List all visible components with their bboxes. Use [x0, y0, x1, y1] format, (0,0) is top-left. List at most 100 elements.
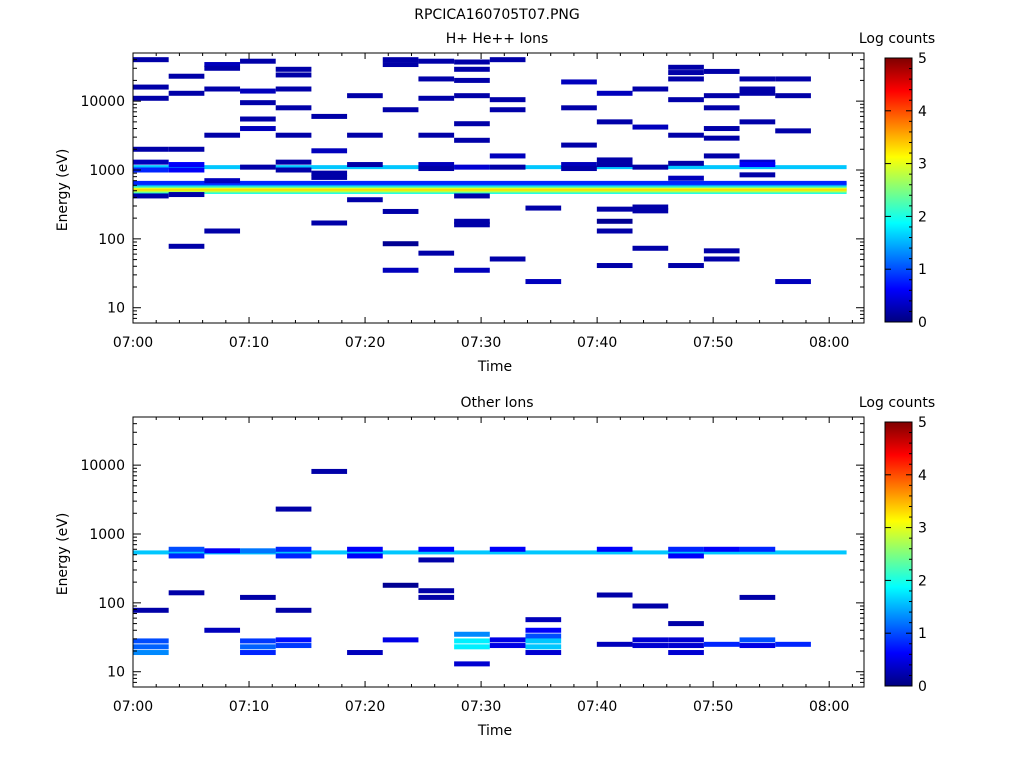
- heatmap-cell: [382, 241, 419, 247]
- heatmap-cell: [489, 256, 526, 262]
- heatmap-cell: [596, 218, 633, 224]
- heatmap-cell: [347, 546, 383, 552]
- x-tick-label: 07:10: [229, 335, 269, 351]
- colorbar: 0 1 2 3 4 5: [884, 415, 927, 695]
- heatmap-cell: [240, 88, 276, 94]
- panel-title: Other Ions: [460, 395, 533, 411]
- heatmap-cell: [275, 643, 312, 649]
- heatmap-cell: [489, 153, 526, 159]
- colorbar-gradient: [884, 421, 913, 687]
- x-tick-label: 08:00: [809, 335, 849, 351]
- heatmap-cell: [632, 643, 669, 649]
- heatmap-cell: [133, 638, 169, 644]
- heatmap-cell: [561, 105, 597, 111]
- heatmap-cell: [489, 57, 526, 63]
- plot-frame: [132, 52, 865, 324]
- heatmap-cell: [596, 162, 633, 168]
- heatmap-cell: [382, 57, 419, 63]
- heatmap-cell: [668, 621, 704, 627]
- x-tick-label: 07:20: [345, 699, 385, 715]
- heatmap-cell: [133, 644, 169, 650]
- heatmap-cell: [596, 157, 633, 163]
- panel-h-he-ions: H+ He++ Ions Log counts Energy (eV) Time…: [55, 31, 935, 375]
- heatmap-cell: [275, 637, 312, 643]
- heatmap-cell: [204, 132, 241, 138]
- heatmap-cell: [168, 167, 205, 173]
- heatmap-cell: [525, 638, 562, 644]
- heatmap-cell: [775, 128, 811, 134]
- colorbar-label: Log counts: [859, 395, 935, 411]
- heatmap-cell: [668, 263, 704, 269]
- colorbar-tick-label: 4: [918, 468, 927, 484]
- heatmap-cell: [275, 72, 312, 78]
- heatmap-cell: [275, 607, 312, 613]
- heatmap-cell: [133, 95, 169, 101]
- heatmap-cell: [775, 641, 811, 647]
- heatmap-cell: [632, 208, 669, 214]
- heatmap-cell: [418, 58, 455, 64]
- colorbar-tick-label: 1: [918, 626, 927, 642]
- heatmap-cell: [133, 650, 169, 656]
- heatmap-cell: [275, 506, 312, 512]
- heatmap-cell: [454, 193, 490, 199]
- heatmap-cell: [703, 68, 740, 74]
- heatmap-cell: [525, 627, 562, 633]
- colorbar-tick-label: 0: [918, 679, 927, 695]
- heatmap-cell: [347, 93, 383, 99]
- heatmap-cell: [240, 644, 276, 650]
- heatmap-cell: [703, 641, 740, 647]
- heatmap-cell: [454, 59, 490, 65]
- heatmap-cell: [703, 256, 740, 262]
- heatmap-cell: [382, 208, 419, 214]
- heatmap-cell: [275, 167, 312, 173]
- heatmap-cell: [418, 250, 455, 256]
- heatmap-cell: [240, 548, 276, 554]
- heatmap-cell: [454, 77, 490, 83]
- heatmap-cell: [454, 218, 490, 224]
- heatmap-cell: [240, 594, 276, 600]
- heatmap-cell: [311, 174, 348, 180]
- colorbar-tick-label: 0: [918, 315, 927, 331]
- y-tick-label: 1000: [89, 163, 125, 179]
- heatmap-cell: [525, 279, 562, 285]
- heatmap-cell: [632, 124, 669, 130]
- heatmap-cell: [418, 76, 455, 82]
- heatmap-cell: [632, 164, 669, 170]
- heatmap-cell: [347, 132, 383, 138]
- heatmap-cell: [632, 204, 669, 210]
- heatmap-cell: [596, 90, 633, 96]
- colorbar-tick-label: 3: [918, 157, 927, 173]
- heatmap-cell: [525, 644, 562, 650]
- heatmap-cell: [382, 582, 419, 588]
- heatmap-cell: [739, 119, 776, 125]
- y-tick-label: 1000: [89, 527, 125, 543]
- heatmap-cell: [168, 192, 205, 198]
- heatmap-cell: [454, 121, 490, 127]
- heatmap-cell: [489, 164, 526, 170]
- heatmap-cell: [561, 142, 597, 148]
- heatmap-cell: [382, 62, 419, 68]
- heatmap-cell: [703, 126, 740, 132]
- heatmap-cell: [418, 166, 455, 172]
- colorbar-label: Log counts: [859, 31, 935, 47]
- heatmap-cell: [240, 126, 276, 132]
- heatmap-cell: [133, 607, 169, 613]
- x-tick-label: 08:00: [809, 699, 849, 715]
- heatmap-cell: [703, 546, 740, 552]
- x-axis: 07:00 07:10 07:20 07:30 07:40 07:50 08:00: [113, 53, 853, 351]
- heatmap-cell: [204, 627, 241, 633]
- heatmap-cell: [240, 650, 276, 656]
- heatmap-cell: [703, 135, 740, 141]
- heatmap-cell: [347, 197, 383, 203]
- heatmap-cell: [668, 64, 704, 70]
- heatmap-cell: [739, 86, 776, 92]
- colorbar-tick-label: 3: [918, 521, 927, 537]
- colorbar-tick-label: 2: [918, 209, 927, 225]
- heatmap-cell: [275, 159, 312, 165]
- heatmap-cell: [204, 548, 241, 554]
- colorbar: 0 1 2 3 4 5: [884, 51, 927, 331]
- colorbar-tick-label: 5: [918, 415, 927, 431]
- heatmap-cell: [454, 267, 490, 273]
- heatmap-cell: [168, 243, 205, 249]
